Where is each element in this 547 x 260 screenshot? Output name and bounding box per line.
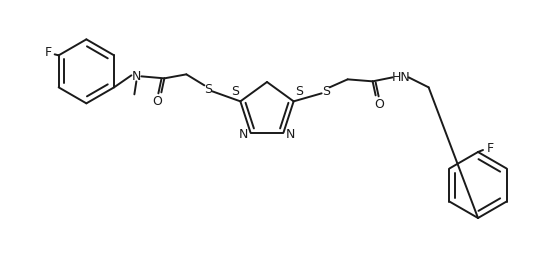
Text: N: N [132, 70, 141, 83]
Text: O: O [375, 98, 385, 111]
Text: S: S [322, 85, 330, 98]
Text: S: S [231, 85, 240, 98]
Text: N: N [239, 128, 248, 141]
Text: N: N [286, 128, 295, 141]
Text: F: F [486, 141, 493, 154]
Text: S: S [205, 83, 212, 96]
Text: HN: HN [391, 71, 410, 84]
Text: O: O [153, 95, 162, 108]
Text: F: F [45, 46, 52, 59]
Text: S: S [295, 85, 302, 98]
